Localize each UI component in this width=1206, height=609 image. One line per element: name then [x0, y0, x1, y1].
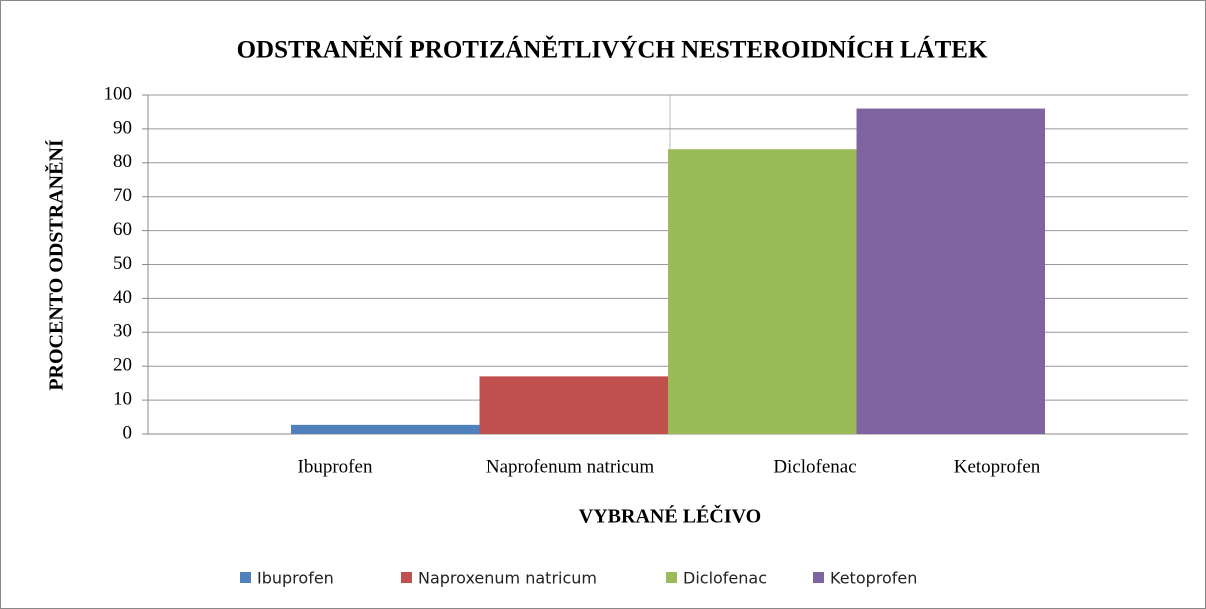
y-tick-label: 10 — [113, 388, 132, 409]
y-tick-label: 70 — [113, 185, 132, 206]
x-axis-label: VYBRANÉ LÉČIVO — [579, 504, 761, 528]
x-tick-label: Ibuprofen — [298, 456, 373, 477]
y-tick-label: 80 — [113, 151, 132, 172]
y-axis-label: PROCENTO ODSTRANĚNÍ — [44, 139, 68, 391]
legend-label: Naproxenum natricum — [418, 569, 597, 588]
bar — [856, 108, 1045, 434]
y-tick-label: 90 — [113, 117, 132, 138]
x-tick-label: Diclofenac — [773, 456, 856, 477]
y-tick-label: 100 — [104, 83, 133, 104]
chart-title: ODSTRANĚNÍ PROTIZÁNĚTLIVÝCH NESTEROIDNÍC… — [237, 36, 988, 64]
legend-swatch — [240, 572, 251, 583]
y-tick-label: 30 — [113, 321, 132, 342]
bar — [668, 149, 857, 435]
legend-label: Ibuprofen — [257, 569, 334, 588]
bar — [479, 376, 668, 434]
x-tick-label: Naprofenum natricum — [486, 456, 655, 477]
legend-swatch — [813, 572, 824, 583]
legend-swatch — [401, 572, 412, 583]
bar — [291, 424, 480, 434]
y-tick-label: 50 — [113, 253, 132, 274]
y-tick-label: 40 — [113, 287, 132, 308]
legend-swatch — [666, 572, 677, 583]
y-tick-label: 0 — [123, 422, 133, 443]
x-tick-label: Ketoprofen — [954, 456, 1041, 477]
legend-label: Ketoprofen — [830, 569, 917, 588]
legend-label: Diclofenac — [683, 569, 767, 588]
y-tick-label: 60 — [113, 219, 132, 240]
y-tick-label: 20 — [113, 355, 132, 376]
